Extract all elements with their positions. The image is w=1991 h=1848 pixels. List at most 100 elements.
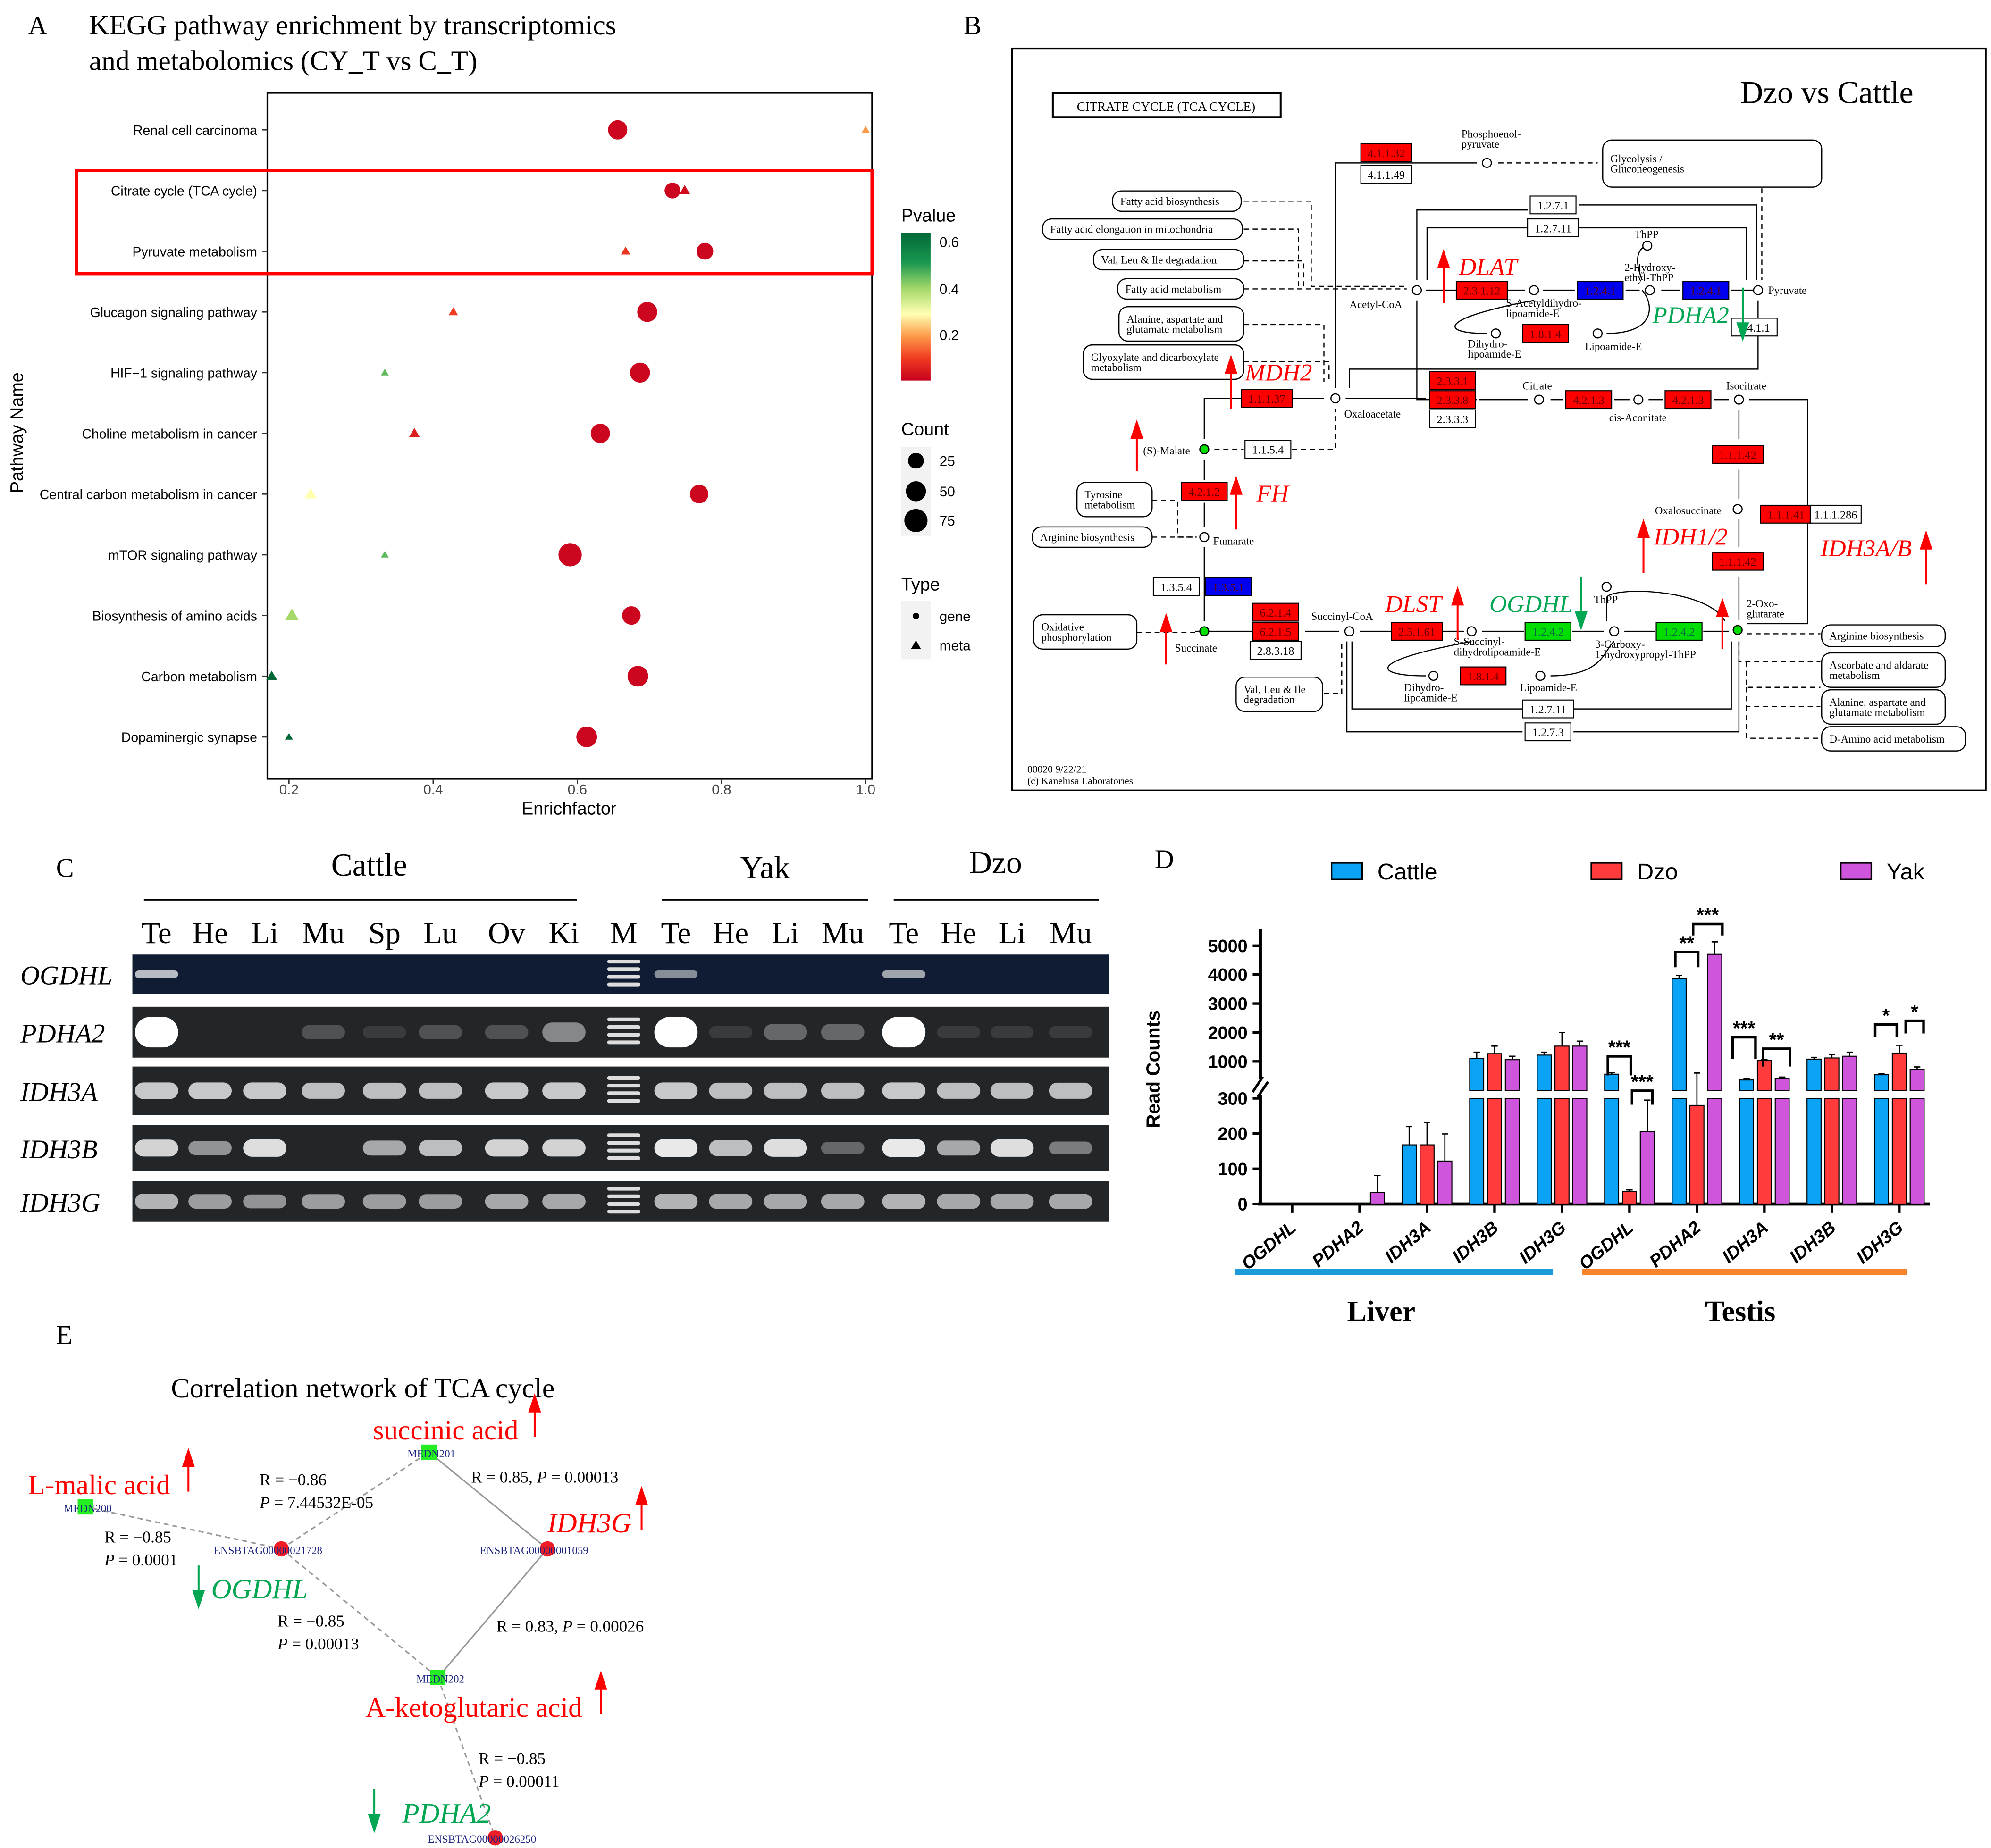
x-tick-label: 0.6 xyxy=(568,782,587,797)
pathway-map-label: Alanine, aspartate and glutamate metaboli… xyxy=(1829,696,1926,719)
significance-label: * xyxy=(1882,1004,1890,1026)
gel-band xyxy=(1049,1082,1092,1099)
panel-b: B CITRATE CYCLE (TCA CYCLE) Dzo vs Cattle 0… xyxy=(964,11,1987,791)
enzyme-label: 4.1.1.49 xyxy=(1368,169,1405,182)
enzyme-label: 4.1.1.32 xyxy=(1368,147,1405,160)
enzyme-label: 2.3.3.1 xyxy=(1437,375,1469,388)
p-value: 0.00013 xyxy=(564,1468,618,1487)
up-arrow-icon xyxy=(1229,475,1243,530)
plot-frame xyxy=(266,92,873,780)
map-footer: (c) Kanehisa Laboratories xyxy=(1027,775,1133,786)
enzyme-box xyxy=(1391,622,1443,641)
compound-node xyxy=(1466,626,1477,636)
error-bar xyxy=(1811,1056,1817,1059)
pathway-connector xyxy=(1345,398,1729,401)
correlation-edge xyxy=(85,1506,282,1550)
y-tick-label: Pyruvate metabolism xyxy=(133,244,257,259)
pathway-connector xyxy=(1214,408,1336,450)
pathway-map-label-line: Arginine biosynthesis xyxy=(1040,532,1134,544)
compound-label: Fumarate xyxy=(1213,535,1254,547)
pathway-map-label-line: Alanine, aspartate and xyxy=(1126,313,1223,325)
pathway-map-label: Tyrosine metabolism xyxy=(1084,489,1135,511)
enzyme-box xyxy=(1181,482,1228,501)
bar xyxy=(1707,1097,1722,1205)
r-prefix: R = xyxy=(479,1749,507,1768)
compound-node xyxy=(1199,532,1210,543)
pathway-connector xyxy=(1416,204,1757,280)
lane-label: Lu xyxy=(423,916,457,950)
metabolite-node xyxy=(421,1444,437,1460)
enzyme-label: 4.2.1.3 xyxy=(1672,394,1704,407)
gel-band xyxy=(362,1194,406,1209)
node-id: MEDN201 xyxy=(407,1448,455,1460)
pathway-map-label: Alanine, aspartate and glutamate metaboli… xyxy=(1126,313,1223,335)
compound-node xyxy=(1330,393,1341,404)
tissue-label: Testis xyxy=(1705,1296,1775,1328)
node-label: PDHA2 xyxy=(402,1798,491,1829)
pathway-map-box xyxy=(1033,614,1138,650)
compound-label: 2-Hydroxy-ethyl-ThPP xyxy=(1624,262,1675,284)
gene-legend-dot xyxy=(913,612,919,619)
significance-bracket xyxy=(1692,922,1724,936)
compound-label-line: Phosphoenol- xyxy=(1462,128,1521,140)
pathway-map-box xyxy=(1118,306,1244,342)
gel-band xyxy=(821,1082,865,1099)
gel-band xyxy=(134,1017,178,1048)
enzyme-label: 1.2.7.11 xyxy=(1529,703,1566,716)
count-legend-dot xyxy=(904,509,928,532)
gel-band xyxy=(419,1082,462,1099)
down-arrow-icon xyxy=(368,1789,381,1833)
bar xyxy=(1537,1097,1552,1205)
correlation-edge xyxy=(428,1451,548,1550)
highlight-box xyxy=(75,169,874,276)
enzyme-box xyxy=(1712,552,1764,571)
x-tick-label: 0.2 xyxy=(279,782,299,797)
pvalue-legend-tick: 0.2 xyxy=(940,327,959,343)
compound-label-line: Succinate xyxy=(1175,642,1217,654)
y-tick-label: 4000 xyxy=(1208,965,1248,985)
enzyme-label: 6.2.1.5 xyxy=(1260,626,1292,639)
node-label: L-malic acid xyxy=(28,1469,170,1500)
map-footer: 00020 9/22/21 xyxy=(1027,763,1086,775)
enzyme-label: 1.3.5.1 xyxy=(1213,581,1244,594)
gene-point xyxy=(558,543,582,567)
pathway-connector xyxy=(1387,591,1726,677)
compound-label: 2-Oxo-glutarate xyxy=(1747,598,1784,620)
compound-node xyxy=(1529,285,1539,295)
meta-point xyxy=(381,551,389,558)
gel-band xyxy=(362,1140,406,1156)
y-tick-label: mTOR signaling pathway xyxy=(108,548,258,563)
compound-label: Dihydro-lipoamide-E xyxy=(1404,682,1457,704)
axis-break-icon xyxy=(1252,1076,1269,1098)
bar xyxy=(1402,1144,1417,1205)
compound-label-line: Lipoamide-E xyxy=(1520,682,1577,694)
ladder-band xyxy=(607,1210,640,1214)
panel-c: C Cattle Yak Dzo Te He Li Mu Sp Lu Ov Ki M Te He Li Mu Te… xyxy=(20,845,1109,1222)
enzyme-label: 1.2.4.1 xyxy=(1690,285,1722,298)
pathway-map-label-line: Ascorbate and aldarate xyxy=(1829,660,1928,671)
compound-label: Lipoamide-E xyxy=(1520,682,1577,694)
lane-label: He xyxy=(941,916,976,950)
gel-band xyxy=(1049,1194,1092,1209)
p-value: 0.00026 xyxy=(590,1617,644,1635)
error-bar xyxy=(1626,1189,1633,1192)
x-tick-label: 0.8 xyxy=(712,782,731,797)
p-value: 0.0001 xyxy=(132,1551,177,1569)
error-bar xyxy=(1878,1073,1885,1075)
ladder-band xyxy=(607,1040,640,1045)
error-bar xyxy=(1896,1045,1903,1054)
meta-point xyxy=(621,246,630,255)
gel-band xyxy=(542,1022,586,1042)
error-bar xyxy=(1406,1126,1412,1145)
enzyme-box xyxy=(1249,641,1302,660)
bar xyxy=(1707,953,1722,1091)
y-tick-label: Citrate cycle (TCA cycle) xyxy=(111,184,257,199)
x-tick-label: OGDHL xyxy=(1575,1218,1637,1274)
type-legend-bg xyxy=(901,601,931,660)
enzyme-label: 1.1.5.4 xyxy=(1252,444,1284,457)
pathway-connector xyxy=(1426,227,1747,280)
compound-label: 3-Carboxy-1-hydroxypropyl-ThPP xyxy=(1595,638,1696,661)
gel-band xyxy=(485,1139,529,1157)
up-arrow-icon xyxy=(1716,597,1729,649)
gene-point xyxy=(590,424,610,443)
